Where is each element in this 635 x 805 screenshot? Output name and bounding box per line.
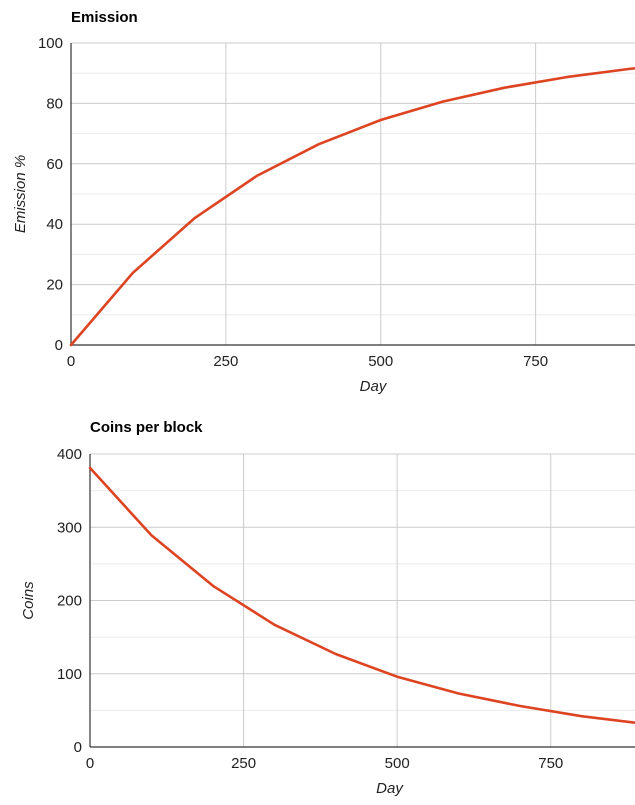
y-tick-label: 20 [46, 277, 63, 294]
y-axis-title: Coins [20, 581, 37, 620]
chart-title: Coins per block [90, 419, 203, 436]
emission-chart: Emission 0 20 40 60 80 100 0 250 500 750 Day Emissi… [12, 9, 635, 395]
series-line [88, 466, 635, 724]
emission-plot: 0 20 40 60 80 100 0 250 500 750 Day Emission % [12, 35, 635, 395]
y-tick-label: 40 [46, 216, 63, 233]
chart-title: Emission [71, 9, 138, 26]
x-tick-label: 250 [231, 755, 256, 772]
x-tick-label: 500 [385, 755, 410, 772]
x-tick-label: 500 [368, 353, 393, 370]
y-tick-label: 100 [38, 35, 63, 52]
x-axis-title: Day [376, 780, 404, 797]
coins-plot: 0 100 200 300 400 0 250 500 750 Day Coins [20, 446, 635, 797]
x-axis-title: Day [360, 378, 388, 395]
y-axis-title: Emission % [12, 155, 29, 233]
y-tick-label: 300 [57, 519, 82, 536]
y-tick-label: 100 [57, 666, 82, 683]
y-tick-label: 60 [46, 156, 63, 173]
x-tick-label: 250 [213, 353, 238, 370]
y-tick-label: 80 [46, 95, 63, 112]
series-line [69, 67, 635, 347]
y-tick-label: 200 [57, 593, 82, 610]
y-tick-label: 400 [57, 446, 82, 463]
y-tick-label: 0 [74, 739, 82, 756]
x-tick-label: 750 [523, 353, 548, 370]
y-tick-label: 0 [55, 337, 63, 354]
x-tick-label: 750 [538, 755, 563, 772]
x-tick-label: 0 [86, 755, 94, 772]
x-tick-label: 0 [67, 353, 75, 370]
coins-per-block-chart: Coins per block 0 100 200 300 400 0 250 500 750 D… [0, 410, 635, 805]
